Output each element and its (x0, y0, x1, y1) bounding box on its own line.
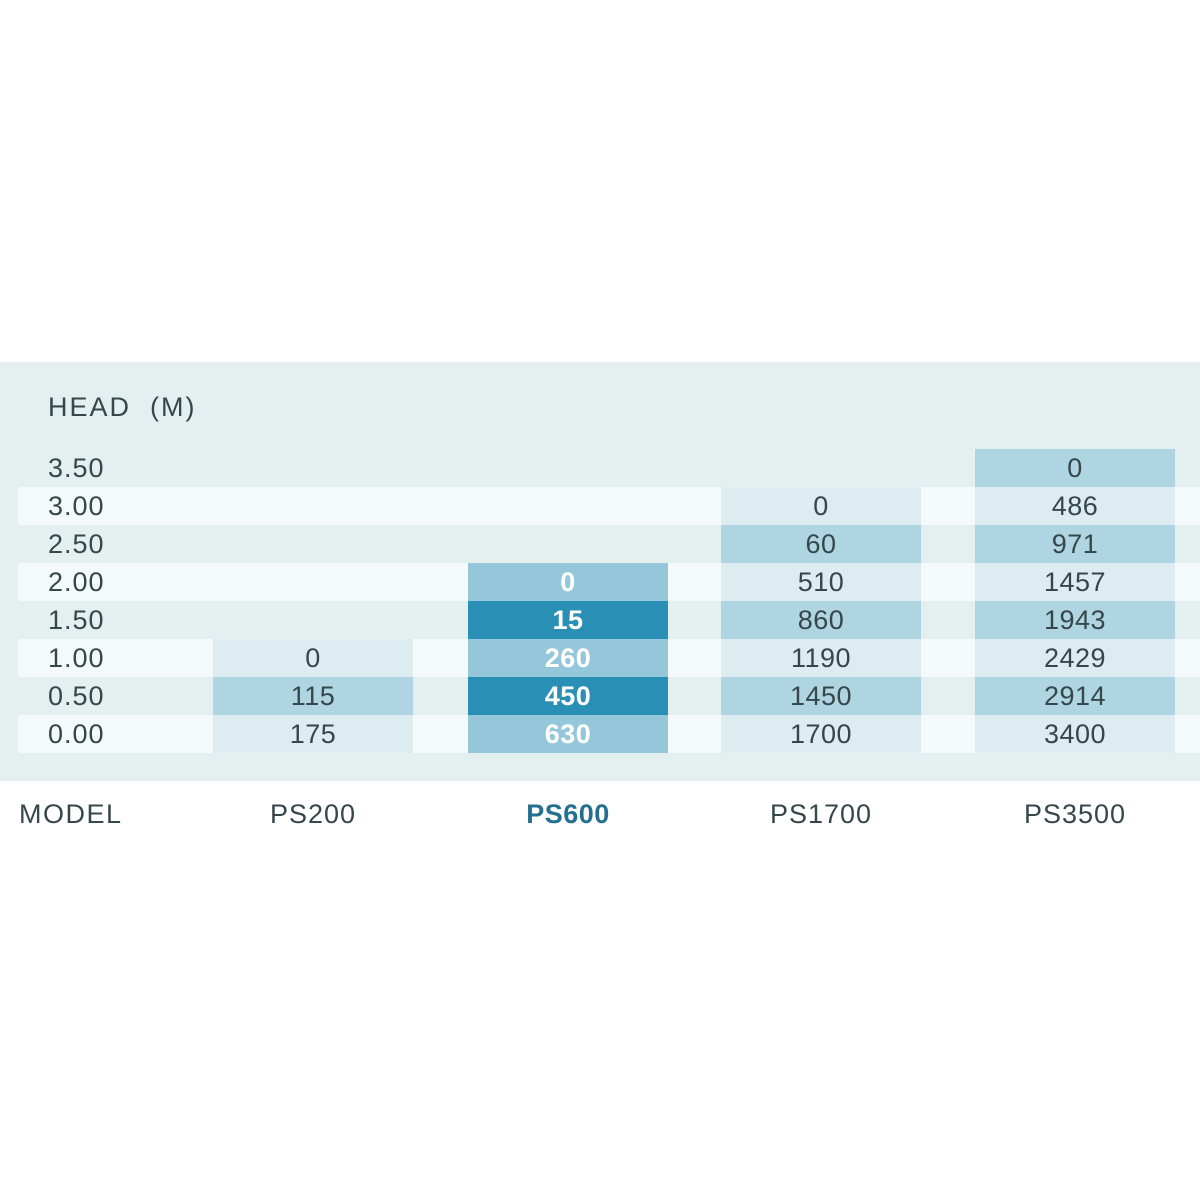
head-row-label: 0.50 (48, 681, 105, 711)
model-label-ps600: PS600 (526, 799, 610, 829)
head-row-label: 3.50 (48, 453, 105, 483)
flow-cell-ps200-0.00: 175 (213, 715, 413, 753)
flow-cell-ps600-2.00: 0 (468, 563, 668, 601)
flow-cell-ps600-0.00: 630 (468, 715, 668, 753)
flow-cell-ps3500-0.00: 3400 (975, 715, 1175, 753)
flow-cell-ps3500-3.00: 486 (975, 487, 1175, 525)
flow-cell-ps1700-2.50: 60 (721, 525, 921, 563)
flow-cell-ps600-1.00: 260 (468, 639, 668, 677)
flow-cell-ps1700-0.50: 1450 (721, 677, 921, 715)
flow-cell-ps1700-0.00: 1700 (721, 715, 921, 753)
head-row-label: 1.00 (48, 643, 105, 673)
flow-cell-ps3500-0.50: 2914 (975, 677, 1175, 715)
model-label-ps3500: PS3500 (1023, 799, 1127, 829)
flow-cell-ps200-0.50: 115 (213, 677, 413, 715)
model-label-ps1700: PS1700 (769, 799, 873, 829)
flow-cell-ps3500-2.00: 1457 (975, 563, 1175, 601)
flow-cell-ps3500-3.50: 0 (975, 449, 1175, 487)
model-row: MODEL PS200 PS600 PS1700 PS3500 (0, 795, 1200, 833)
flow-cell-ps600-0.50: 450 (468, 677, 668, 715)
head-row-label: 3.00 (48, 491, 105, 521)
flow-cell-ps3500-1.50: 1943 (975, 601, 1175, 639)
model-label-ps200: PS200 (269, 799, 357, 829)
head-row-label: 1.50 (48, 605, 105, 635)
flow-cell-ps3500-1.00: 2429 (975, 639, 1175, 677)
head-axis-label: HEAD (M) (48, 392, 197, 422)
model-axis-label: MODEL (19, 799, 123, 829)
flow-cell-ps600-1.50: 15 (468, 601, 668, 639)
head-row-label: 2.50 (48, 529, 105, 559)
head-row-label: 2.00 (48, 567, 105, 597)
flow-cell-ps200-1.00: 0 (213, 639, 413, 677)
flow-cell-ps1700-1.50: 860 (721, 601, 921, 639)
flow-cell-ps1700-3.00: 0 (721, 487, 921, 525)
head-row-label: 0.00 (48, 719, 105, 749)
flow-cell-ps3500-2.50: 971 (975, 525, 1175, 563)
flow-table-panel: HEAD (M) 3.50 0 3.00 0 486 2.50 60 971 2.00 0 510 1… (0, 362, 1200, 781)
flow-cell-ps1700-1.00: 1190 (721, 639, 921, 677)
flow-cell-ps1700-2.00: 510 (721, 563, 921, 601)
